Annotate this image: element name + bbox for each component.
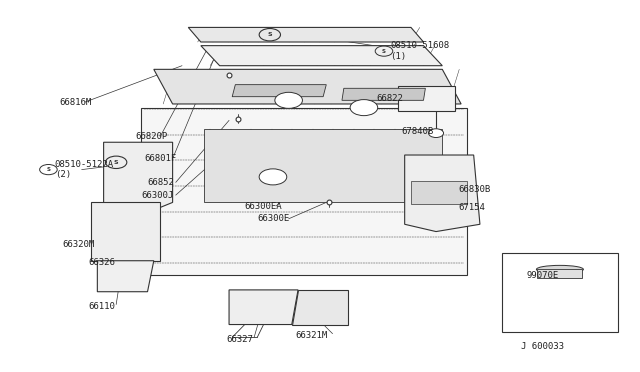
Text: S: S <box>114 160 118 165</box>
Text: 66320M: 66320M <box>63 240 95 249</box>
Polygon shape <box>188 28 424 42</box>
Text: 66852: 66852 <box>148 178 174 187</box>
Text: 66820P: 66820P <box>135 132 167 141</box>
Polygon shape <box>538 269 582 279</box>
Text: 66816M: 66816M <box>60 98 92 107</box>
Text: 66830B: 66830B <box>458 185 490 194</box>
Text: 08510-5122A
(2): 08510-5122A (2) <box>54 160 114 179</box>
Text: 66300EA: 66300EA <box>244 202 282 211</box>
Polygon shape <box>91 202 160 261</box>
Text: 66822: 66822 <box>376 94 403 103</box>
Polygon shape <box>229 290 298 324</box>
Circle shape <box>350 100 378 116</box>
Text: 67840B: 67840B <box>401 127 434 136</box>
Text: J 600033: J 600033 <box>521 342 564 351</box>
Text: 67154: 67154 <box>458 203 485 212</box>
Polygon shape <box>342 88 426 100</box>
Polygon shape <box>141 108 467 275</box>
Polygon shape <box>398 86 455 111</box>
Text: 66801F: 66801F <box>145 154 177 163</box>
Polygon shape <box>201 46 442 66</box>
Polygon shape <box>204 129 442 202</box>
Text: 08510-51608
(1): 08510-51608 (1) <box>390 41 449 61</box>
Text: S: S <box>382 49 386 54</box>
Polygon shape <box>104 142 173 215</box>
Text: 66326: 66326 <box>88 258 115 267</box>
Circle shape <box>275 92 303 108</box>
Circle shape <box>429 129 444 138</box>
Text: 66321M: 66321M <box>295 331 327 340</box>
Circle shape <box>259 169 287 185</box>
Bar <box>502 253 618 332</box>
Polygon shape <box>404 155 480 231</box>
Text: S: S <box>47 167 51 172</box>
Text: 66327: 66327 <box>226 335 253 344</box>
Polygon shape <box>97 261 154 292</box>
Polygon shape <box>292 290 348 324</box>
Text: 99070E: 99070E <box>527 271 559 280</box>
Text: 66300J: 66300J <box>141 190 173 200</box>
Polygon shape <box>411 180 467 204</box>
Polygon shape <box>232 85 326 97</box>
Polygon shape <box>154 69 461 104</box>
Ellipse shape <box>536 265 584 273</box>
Text: S: S <box>268 32 272 37</box>
Text: 66300E: 66300E <box>257 214 289 223</box>
Text: 66110: 66110 <box>88 302 115 311</box>
